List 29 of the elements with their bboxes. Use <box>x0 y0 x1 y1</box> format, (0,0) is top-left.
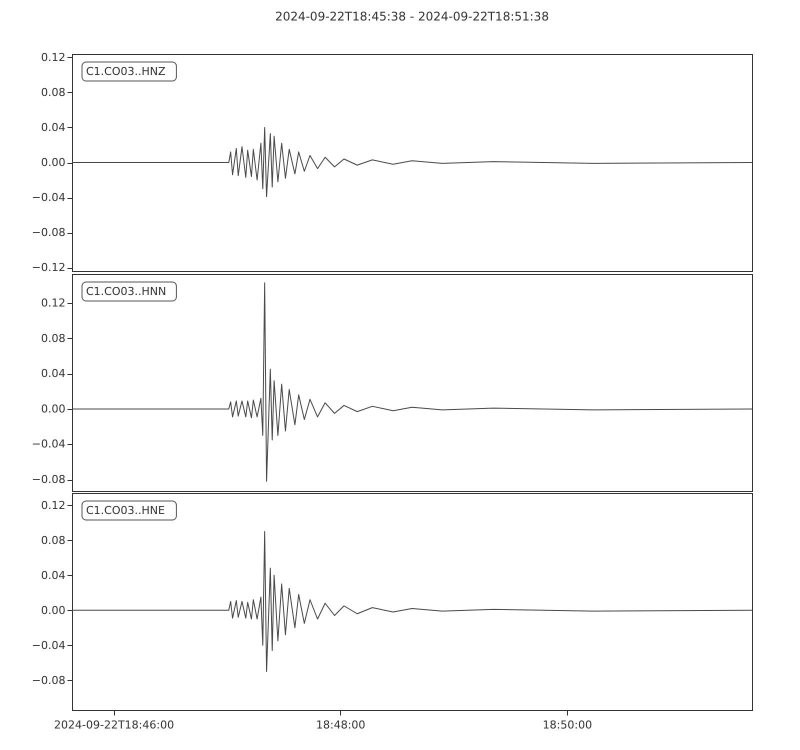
y-tick-label: 0.00 <box>41 402 66 416</box>
y-tick-label: −0.04 <box>32 638 66 652</box>
y-tick-label: 0.04 <box>41 568 66 582</box>
y-tick-label: 0.04 <box>41 121 66 134</box>
y-tick-label: −0.04 <box>32 191 66 204</box>
y-tick-label: 0.00 <box>41 156 66 169</box>
y-tick-label: 0.08 <box>41 86 66 99</box>
y-tick-label: −0.08 <box>32 226 66 239</box>
annotation: C1.CO03..HNZ <box>86 65 166 78</box>
y-tick-label: 0.04 <box>41 367 66 380</box>
line-series <box>72 531 752 672</box>
x-tick-label: 18:48:00 <box>316 718 366 732</box>
y-tick-label: 0.08 <box>41 332 66 345</box>
line-series <box>72 127 752 198</box>
y-tick-label: −0.08 <box>32 674 66 687</box>
y-tick-label: 0.12 <box>41 51 66 64</box>
y-tick-label: −0.12 <box>32 261 66 274</box>
y-tick-label: 0.08 <box>41 534 66 547</box>
y-tick-label: 0.12 <box>41 498 66 512</box>
chart-title: 2024-09-22T18:45:38 - 2024-09-22T18:51:38 <box>275 10 549 24</box>
y-tick-label: −0.08 <box>32 473 66 486</box>
x-tick-label: 2024-09-22T18:46:00 <box>54 718 174 732</box>
annotation: C1.CO03..HNN <box>86 285 166 298</box>
line-series <box>72 282 752 482</box>
x-tick-label: 18:50:00 <box>542 718 592 732</box>
y-tick-label: −0.04 <box>32 438 66 451</box>
y-tick-label: 0.12 <box>41 296 66 310</box>
annotation: C1.CO03..HNE <box>86 504 166 517</box>
y-tick-label: 0.00 <box>41 604 66 617</box>
